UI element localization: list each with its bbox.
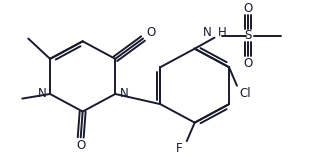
Text: O: O <box>146 27 156 40</box>
Text: N: N <box>38 87 46 100</box>
Text: S: S <box>245 29 252 42</box>
Text: O: O <box>76 139 85 152</box>
Text: Cl: Cl <box>239 87 251 100</box>
Text: N: N <box>203 26 211 39</box>
Text: O: O <box>244 57 253 70</box>
Text: N: N <box>120 87 129 100</box>
Text: O: O <box>244 2 253 15</box>
Text: F: F <box>176 142 182 155</box>
Text: H: H <box>218 26 226 39</box>
